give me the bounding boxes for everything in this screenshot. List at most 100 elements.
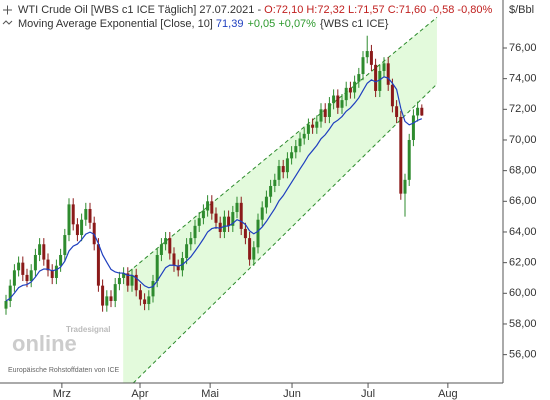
candle-body (33, 254, 37, 271)
candle-body (130, 274, 134, 286)
candle-body (340, 100, 344, 108)
candle-body (29, 270, 33, 282)
ema-line (5, 76, 423, 302)
legend-ema: Moving Average Exponential [Close, 10] 7… (18, 18, 389, 30)
candle-body (75, 224, 79, 236)
candle-body (113, 284, 117, 301)
candle-body (84, 208, 88, 220)
candle-body (25, 274, 29, 282)
candle-body (67, 204, 71, 236)
candle-body (281, 166, 285, 173)
candle-body (71, 204, 75, 225)
source-note: Europäische Rohstoffdaten von ICE (8, 367, 119, 374)
candle-body (176, 265, 180, 271)
candle-body (353, 81, 357, 93)
candle-body (46, 259, 50, 271)
candle-body (54, 265, 58, 278)
candle-body (126, 273, 130, 286)
candle-body (269, 185, 273, 197)
candle-body (260, 207, 264, 220)
icon-cross (3, 5, 12, 15)
candle-body (390, 84, 394, 107)
candle-body (151, 281, 155, 297)
legend-title-text: WTI Crude Oil [WBS c1 ICE Täglich] 27.07… (18, 4, 264, 16)
candle-body (147, 296, 151, 305)
candle-body (302, 133, 306, 139)
candle-body (264, 196, 268, 208)
candle-body (294, 146, 298, 153)
candle-body (365, 51, 369, 58)
legend-ema-change: +0,05 +0,07% (247, 18, 316, 30)
candle-body (378, 70, 382, 91)
candle-body (21, 262, 25, 275)
candle-body (336, 95, 340, 108)
candle-body (218, 222, 222, 232)
candle-body (411, 115, 415, 140)
candle-body (197, 218, 201, 226)
candle-body (159, 244, 163, 255)
candle-body (319, 109, 323, 122)
candle-body (357, 74, 361, 82)
candle-body (92, 222, 96, 245)
candle-body (285, 158, 289, 173)
y-tick-label: 68,00 (509, 165, 537, 177)
candle-body (231, 212, 235, 226)
candle-body (420, 107, 424, 116)
candle-body (348, 87, 352, 93)
candle-body (327, 103, 331, 117)
y-tick-label: 60,00 (509, 287, 537, 299)
candle-body (416, 107, 420, 116)
candle-body (189, 238, 193, 245)
legend-title: WTI Crude Oil [WBS c1 ICE Täglich] 27.07… (18, 4, 492, 16)
legend-ema-name: Moving Average Exponential [Close, 10] (18, 18, 216, 30)
candle-body (117, 277, 121, 285)
x-tick-label: Apr (131, 388, 148, 400)
candle-body (12, 270, 16, 286)
candle-body (80, 219, 84, 236)
candle-body (214, 213, 218, 223)
candle-body (134, 274, 138, 291)
candle-body (399, 116, 403, 194)
y-tick-label: 76,00 (509, 42, 537, 54)
candle-body (88, 208, 92, 223)
x-tick-label: Jul (361, 388, 375, 400)
icon-line (2, 20, 13, 25)
candle-body (374, 64, 378, 91)
y-tick-label: 72,00 (509, 103, 537, 115)
candle-body (311, 124, 315, 128)
candle-body (155, 254, 159, 282)
candle-body (395, 106, 399, 117)
candle-body (235, 202, 239, 213)
candle-body (8, 285, 12, 301)
channel-lower (132, 83, 438, 383)
plot-area (4, 16, 438, 383)
candle-body (252, 247, 256, 260)
candle-body (403, 179, 407, 194)
candle-body (227, 216, 231, 226)
candle-body (59, 254, 63, 266)
candle-body (42, 244, 46, 260)
candle-body (210, 201, 214, 214)
x-tick-label: Mrz (53, 388, 71, 400)
y-tick-label: 70,00 (509, 134, 537, 146)
candle-body (63, 235, 67, 255)
channel-upper (122, 16, 438, 277)
x-tick-label: Aug (438, 388, 458, 400)
x-tick-label: Jun (283, 388, 301, 400)
y-unit: $/Bbl (509, 4, 534, 16)
y-tick-label: 74,00 (509, 73, 537, 85)
candle-body (164, 238, 168, 245)
candle-body (248, 238, 252, 260)
candle-body (185, 244, 189, 259)
candle-body (222, 216, 226, 232)
candle-body (344, 87, 348, 101)
y-tick-label: 62,00 (509, 257, 537, 269)
candle-body (386, 63, 390, 85)
candle-body (38, 244, 42, 255)
y-tick-label: 66,00 (509, 195, 537, 207)
candle-body (4, 300, 8, 309)
candle-body (298, 138, 302, 147)
candle-body (17, 262, 21, 271)
candle-body (50, 270, 54, 278)
candle-body (382, 63, 386, 71)
